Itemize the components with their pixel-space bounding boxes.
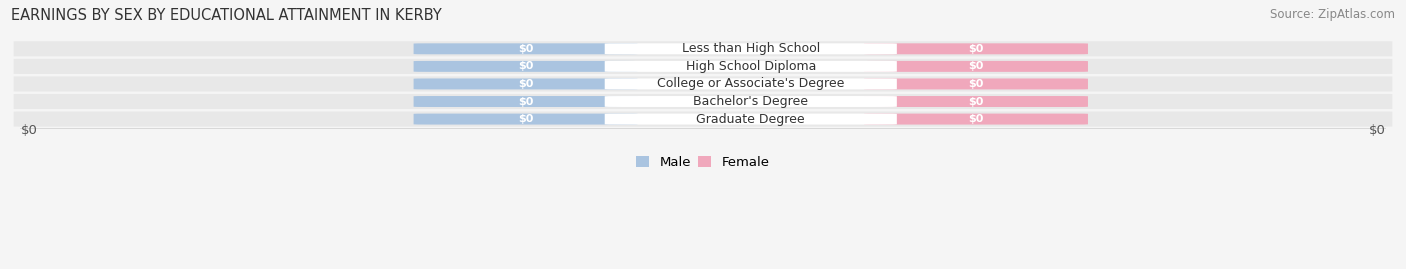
FancyBboxPatch shape [605, 79, 897, 89]
FancyBboxPatch shape [14, 59, 1392, 74]
FancyBboxPatch shape [14, 112, 1392, 127]
FancyBboxPatch shape [605, 43, 897, 54]
Text: $0: $0 [969, 97, 984, 107]
Text: Less than High School: Less than High School [682, 42, 820, 55]
Text: $0: $0 [517, 79, 533, 89]
Text: $0: $0 [517, 114, 533, 124]
FancyBboxPatch shape [413, 61, 637, 72]
Text: $0: $0 [1368, 124, 1385, 137]
FancyBboxPatch shape [605, 96, 897, 107]
FancyBboxPatch shape [865, 79, 1088, 89]
FancyBboxPatch shape [605, 114, 897, 125]
FancyBboxPatch shape [14, 41, 1392, 56]
FancyBboxPatch shape [865, 61, 1088, 72]
Text: $0: $0 [969, 79, 984, 89]
FancyBboxPatch shape [413, 43, 637, 54]
Text: $0: $0 [969, 61, 984, 71]
Text: Graduate Degree: Graduate Degree [696, 112, 806, 126]
Text: Bachelor's Degree: Bachelor's Degree [693, 95, 808, 108]
Text: $0: $0 [517, 97, 533, 107]
Text: $0: $0 [969, 44, 984, 54]
Text: $0: $0 [517, 61, 533, 71]
Text: EARNINGS BY SEX BY EDUCATIONAL ATTAINMENT IN KERBY: EARNINGS BY SEX BY EDUCATIONAL ATTAINMEN… [11, 8, 441, 23]
FancyBboxPatch shape [865, 114, 1088, 125]
FancyBboxPatch shape [413, 79, 637, 89]
FancyBboxPatch shape [413, 114, 637, 125]
Legend: Male, Female: Male, Female [631, 151, 775, 174]
Text: $0: $0 [969, 114, 984, 124]
Text: Source: ZipAtlas.com: Source: ZipAtlas.com [1270, 8, 1395, 21]
Text: High School Diploma: High School Diploma [686, 60, 815, 73]
Text: College or Associate's Degree: College or Associate's Degree [657, 77, 845, 90]
Text: $0: $0 [517, 44, 533, 54]
FancyBboxPatch shape [865, 96, 1088, 107]
FancyBboxPatch shape [605, 61, 897, 72]
FancyBboxPatch shape [865, 43, 1088, 54]
FancyBboxPatch shape [14, 94, 1392, 109]
FancyBboxPatch shape [413, 96, 637, 107]
Text: $0: $0 [21, 124, 38, 137]
FancyBboxPatch shape [14, 76, 1392, 91]
